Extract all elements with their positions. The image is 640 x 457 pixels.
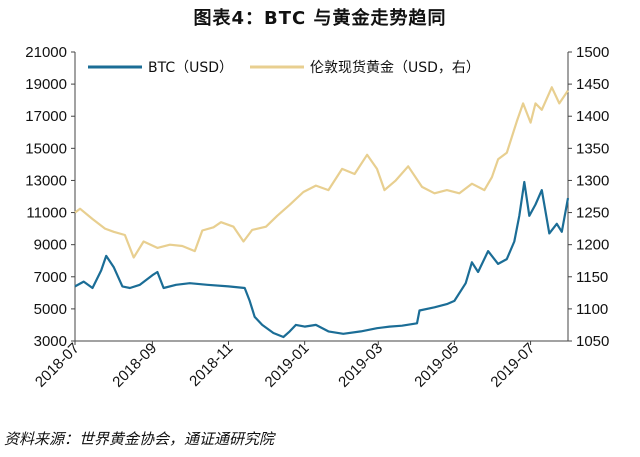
gold-series-line xyxy=(74,86,569,259)
right-tick-label: 1200 xyxy=(576,237,609,254)
left-tick-label: 13000 xyxy=(25,172,67,189)
x-tick-label: 2019-07 xyxy=(487,340,538,391)
left-tick-label: 19000 xyxy=(25,76,67,93)
left-tick-label: 3000 xyxy=(34,333,67,350)
right-axis: 1050 1100 1150 1200 1250 1300 1350 1400 1450 1500 xyxy=(568,44,609,350)
left-tick-label: 17000 xyxy=(25,108,67,125)
legend-label-btc: BTC（USD） xyxy=(148,60,233,76)
right-tick-label: 1150 xyxy=(576,269,608,286)
x-axis: 2018-07 2018-09 2018-11 2019-01 2019-03 2019-… xyxy=(32,340,539,391)
right-tick-label: 1350 xyxy=(576,140,609,157)
right-tick-label: 1450 xyxy=(576,76,609,93)
x-tick-label: 2019-01 xyxy=(262,340,313,391)
left-tick-label: 5000 xyxy=(34,301,67,318)
right-tick-label: 1400 xyxy=(576,108,609,125)
right-tick-label: 1500 xyxy=(576,44,609,61)
right-tick-label: 1050 xyxy=(576,333,609,350)
left-tick-label: 21000 xyxy=(25,44,67,61)
btc-series-line xyxy=(74,180,570,339)
legend: BTC（USD） 伦敦现货黄金（USD，右） xyxy=(88,59,480,76)
x-tick-label: 2018-11 xyxy=(186,340,236,390)
source-note: 资料来源：世界黄金协会，通证通研究院 xyxy=(4,430,275,448)
left-tick-label: 11000 xyxy=(26,205,67,222)
right-tick-label: 1100 xyxy=(576,301,608,318)
right-tick-label: 1250 xyxy=(576,205,609,222)
x-tick-label: 2019-03 xyxy=(335,340,386,391)
x-tick-label: 2019-05 xyxy=(411,340,462,391)
left-tick-label: 15000 xyxy=(25,140,67,157)
right-tick-label: 1300 xyxy=(576,172,609,189)
plot-frame xyxy=(74,52,569,342)
left-tick-label: 7000 xyxy=(34,269,67,286)
left-axis: 3000 5000 7000 9000 11000 13000 15000 17000 1900… xyxy=(25,44,75,350)
legend-label-gold: 伦敦现货黄金（USD，右） xyxy=(310,59,480,76)
series-layer xyxy=(74,86,570,339)
chart-title: 图表4：BTC 与黄金走势趋同 xyxy=(193,8,447,29)
x-tick-label: 2018-09 xyxy=(109,340,160,391)
left-tick-label: 9000 xyxy=(34,237,67,254)
